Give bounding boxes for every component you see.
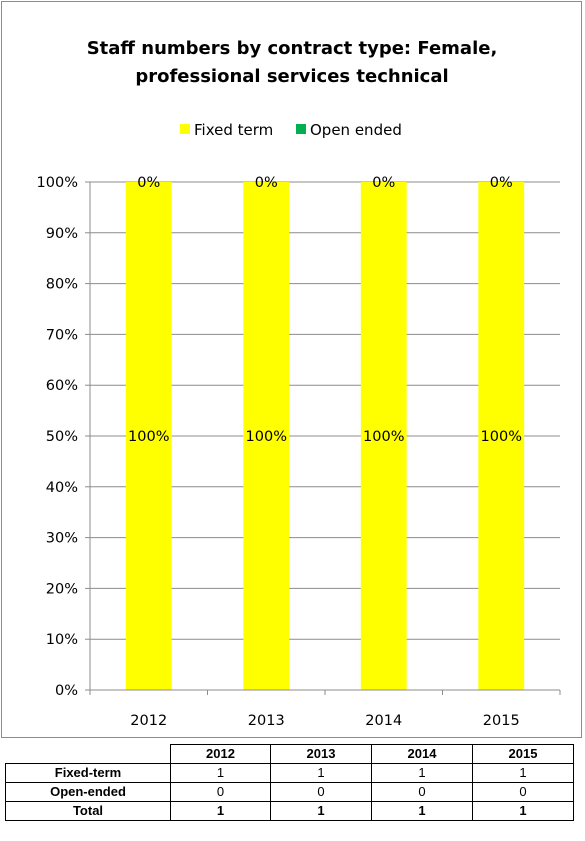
- legend-swatch-open-ended: [296, 124, 306, 134]
- table-corner-cell: [5, 744, 171, 764]
- chart-frame: Staff numbers by contract type: Female, …: [1, 1, 582, 738]
- bar-fixed-term-2013: [243, 182, 290, 690]
- y-tick-label: 80%: [46, 277, 78, 293]
- table-cell: 0: [472, 782, 574, 802]
- table-column-header: 2015: [472, 744, 574, 764]
- table-header-row: 2012 2013 2014 2015: [5, 744, 574, 764]
- table-row-open-ended: Open-ended 0 0 0 0: [5, 782, 574, 802]
- table-column-header: 2012: [170, 744, 271, 764]
- legend: Fixed term Open ended: [180, 121, 402, 139]
- y-tick-label: 60%: [46, 378, 78, 394]
- y-tick-label: 100%: [37, 175, 78, 191]
- table-cell: 1: [270, 801, 372, 821]
- table-row-fixed-term: Fixed-term 1 1 1 1: [5, 763, 574, 783]
- table-cell: 1: [170, 763, 271, 783]
- data-labels: 100% 0% 100% 0% 100% 0% 100% 0%: [128, 175, 522, 445]
- y-tick-label: 30%: [46, 531, 78, 547]
- table-cell: 1: [170, 801, 271, 821]
- table-cell: 1: [472, 763, 574, 783]
- data-label-fixed-term-2014: 100%: [363, 429, 404, 445]
- y-tick-label: 20%: [46, 581, 78, 597]
- y-tick-label: 50%: [46, 429, 78, 445]
- table-cell: 1: [371, 801, 473, 821]
- x-tick-label: 2015: [483, 713, 520, 729]
- data-table: 2012 2013 2014 2015 Fixed-term 1 1 1 1 O…: [5, 744, 574, 821]
- chart: Staff numbers by contract type: Female, …: [37, 38, 561, 729]
- legend-label-fixed-term: Fixed term: [194, 121, 273, 139]
- data-label-open-ended-2013: 0%: [255, 175, 278, 191]
- data-label-open-ended-2015: 0%: [490, 175, 513, 191]
- y-tick-label: 90%: [46, 226, 78, 242]
- data-label-open-ended-2014: 0%: [372, 175, 395, 191]
- table-cell: 1: [270, 763, 372, 783]
- table-row-label: Fixed-term: [5, 763, 171, 783]
- bar-fixed-term-2015: [478, 182, 525, 690]
- table-row-label: Open-ended: [5, 782, 171, 802]
- y-tick-label: 70%: [46, 327, 78, 343]
- bars: [125, 182, 525, 690]
- y-tick-label: 0%: [55, 683, 78, 699]
- y-tick-label: 10%: [46, 632, 78, 648]
- axes: 0% 10% 20% 30% 40% 50% 60% 70% 80% 90% 100% 2012 201…: [37, 175, 561, 729]
- legend-label-open-ended: Open ended: [310, 121, 402, 139]
- data-label-open-ended-2012: 0%: [137, 175, 160, 191]
- x-tick-label: 2014: [365, 713, 402, 729]
- data-label-fixed-term-2015: 100%: [481, 429, 522, 445]
- table-row-label: Total: [5, 801, 171, 821]
- x-tick-label: 2013: [248, 713, 285, 729]
- table-column-header: 2013: [270, 744, 372, 764]
- data-label-fixed-term-2013: 100%: [246, 429, 287, 445]
- x-tick-label: 2012: [130, 713, 167, 729]
- table-cell: 1: [472, 801, 574, 821]
- table-cell: 0: [270, 782, 372, 802]
- table-cell: 1: [371, 763, 473, 783]
- y-tick-label: 40%: [46, 480, 78, 496]
- chart-title-line-1: Staff numbers by contract type: Female,: [87, 38, 498, 59]
- legend-swatch-fixed-term: [180, 124, 190, 134]
- table-cell: 0: [170, 782, 271, 802]
- table-row-total: Total 1 1 1 1: [5, 801, 574, 821]
- bar-fixed-term-2012: [125, 182, 172, 690]
- table-column-header: 2014: [371, 744, 473, 764]
- data-label-fixed-term-2012: 100%: [128, 429, 169, 445]
- bar-fixed-term-2014: [360, 182, 407, 690]
- table-cell: 0: [371, 782, 473, 802]
- chart-title-line-2: professional services technical: [135, 66, 448, 87]
